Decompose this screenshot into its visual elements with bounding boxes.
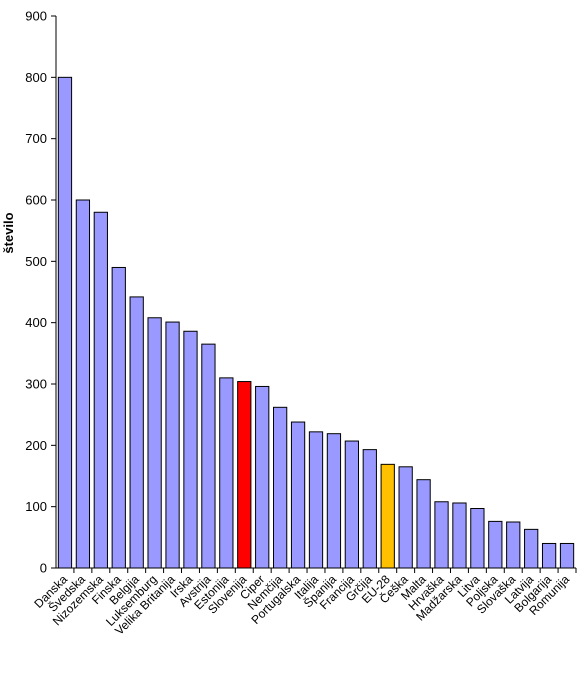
y-axis-ticks: 0 100 200 300 400 500 600 700 800 900 — [25, 9, 56, 576]
bar--vedska — [75, 199, 91, 569]
bar-italija — [308, 431, 324, 569]
x-axis-labels: DanskaŠvedskaNizozemskaFinskaBelgijaLuks… — [31, 568, 577, 638]
bar-velika-britanija — [165, 321, 180, 569]
y-tick-label: 100 — [25, 499, 47, 514]
bar-bolgarija — [541, 542, 557, 569]
bars — [57, 76, 575, 569]
y-tick-label: 400 — [25, 315, 47, 330]
y-tick-label: 300 — [25, 377, 47, 392]
bar-luksemburg — [147, 317, 162, 569]
bar-ciper — [255, 385, 270, 569]
bar-portugalska — [290, 421, 306, 569]
bar-irska — [183, 330, 198, 569]
bar--e-ka — [398, 466, 413, 569]
y-tick-label: 500 — [25, 254, 47, 269]
bar-eu-28 — [380, 463, 395, 569]
bar-nem-ija — [273, 406, 288, 569]
bar-litva — [470, 508, 485, 569]
y-tick-label: 900 — [25, 9, 47, 24]
bar-avstrija — [201, 343, 216, 569]
bar-romunija — [559, 542, 575, 569]
bar-hrva-ka — [434, 501, 449, 569]
bar-malta — [416, 479, 431, 569]
bar-nizozemska — [93, 211, 108, 569]
bar-mad-arska — [452, 502, 467, 569]
bar--panija — [326, 433, 342, 569]
bar-danska — [57, 76, 73, 569]
bar-poljska — [488, 520, 503, 569]
bar-gr-ija — [362, 449, 377, 569]
y-tick-label: 700 — [25, 131, 47, 146]
bar-latvija — [524, 528, 539, 569]
y-tick-label: 800 — [25, 70, 47, 85]
y-tick-label: 200 — [25, 438, 47, 453]
bar-slova-ka — [506, 521, 521, 569]
bar-belgija — [129, 296, 144, 569]
y-tick-label: 600 — [25, 193, 47, 208]
y-tick-label: 0 — [40, 561, 47, 576]
bar-slovenija — [237, 381, 252, 569]
bar-estonija — [219, 377, 234, 569]
bar-finska — [111, 266, 126, 569]
y-axis-title: število — [1, 212, 16, 253]
bar-francija — [344, 440, 359, 569]
